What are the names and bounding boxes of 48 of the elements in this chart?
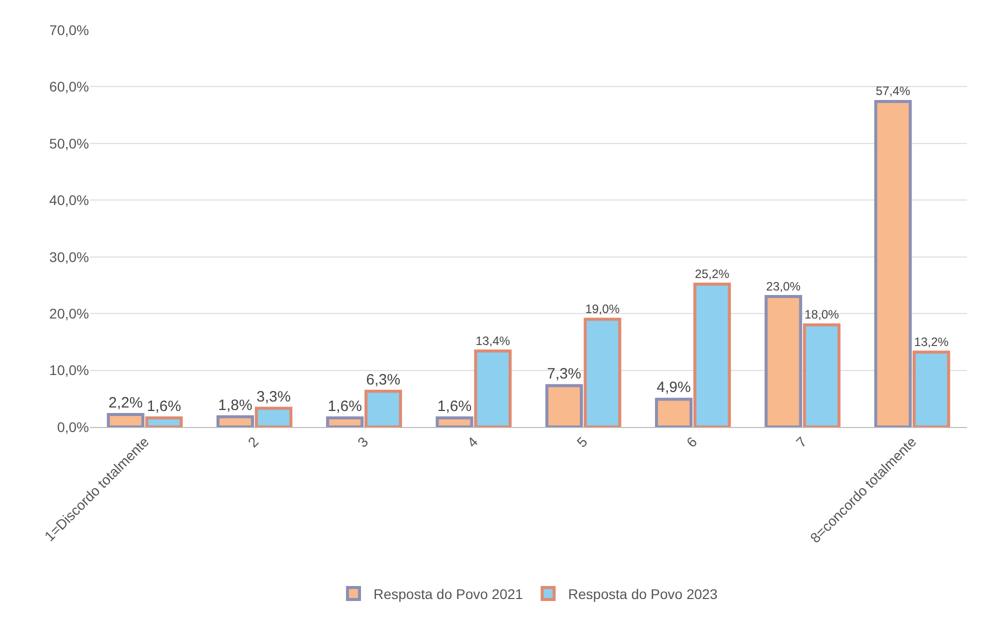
- data-label: 25,2%: [694, 266, 730, 281]
- legend-label: Resposta do Povo 2021: [374, 586, 524, 602]
- bar: [216, 415, 254, 427]
- data-label: 13,4%: [476, 334, 510, 348]
- data-label: 4,9%: [656, 379, 691, 396]
- data-label: 3,3%: [256, 388, 291, 406]
- bar: [545, 384, 583, 427]
- data-label: 1,6%: [328, 398, 362, 415]
- bar: [802, 323, 841, 427]
- bar: [145, 416, 183, 427]
- x-tick-label: 7: [792, 433, 810, 450]
- y-tick-label: 0,0%: [57, 418, 89, 435]
- y-tick-label: 40,0%: [49, 192, 89, 208]
- bar: [106, 413, 144, 427]
- bar: [912, 350, 950, 427]
- y-tick-label: 10,0%: [49, 362, 89, 378]
- data-label: 1,6%: [146, 398, 182, 415]
- x-tick-label: 5: [574, 433, 591, 450]
- bar: [654, 398, 693, 427]
- data-label: 57,4%: [876, 84, 910, 98]
- bar: [436, 416, 474, 427]
- y-tick-label: 20,0%: [49, 305, 89, 322]
- y-tick-label: 50,0%: [49, 135, 89, 152]
- bar: [474, 350, 512, 427]
- data-label: 23,0%: [766, 279, 801, 294]
- bar: [874, 100, 912, 427]
- bar: [364, 390, 402, 427]
- data-label: 13,2%: [914, 334, 949, 349]
- x-tick-label: 2: [244, 433, 262, 450]
- y-tick-label: 30,0%: [49, 248, 89, 265]
- data-label: 7,3%: [547, 366, 582, 383]
- bar: [254, 406, 292, 427]
- data-label: 1,6%: [437, 398, 472, 415]
- y-tick-label: 70,0%: [49, 22, 89, 38]
- x-tick-label: 6: [683, 433, 700, 450]
- data-label: 19,0%: [585, 302, 620, 316]
- data-label: 2,2%: [108, 394, 143, 412]
- data-label: 6,3%: [366, 371, 400, 388]
- data-label: 1,8%: [218, 396, 252, 414]
- x-tick-label: 3: [354, 433, 372, 450]
- y-tick-label: 60,0%: [49, 78, 89, 95]
- bar: [764, 295, 802, 427]
- x-tick-label: 4: [464, 433, 481, 450]
- legend-label: Resposta do Povo 2023: [568, 586, 718, 602]
- bar: [326, 416, 364, 427]
- bar: [584, 318, 622, 427]
- data-label: 18,0%: [804, 308, 840, 322]
- bar: [693, 282, 731, 427]
